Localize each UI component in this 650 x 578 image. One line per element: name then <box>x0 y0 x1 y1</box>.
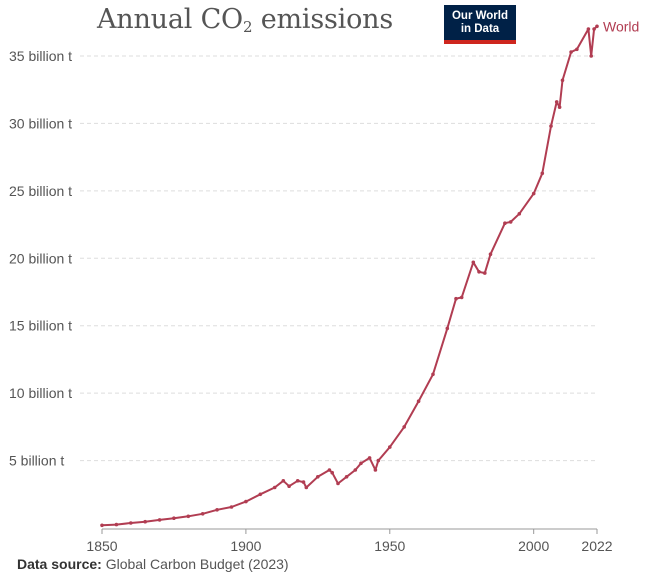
data-source-label: Data source: <box>17 556 102 572</box>
data-point <box>100 523 104 528</box>
data-point <box>143 519 147 524</box>
data-point <box>330 470 335 475</box>
x-tick-label: 1900 <box>230 538 261 554</box>
data-point <box>200 512 205 516</box>
y-tick-label: 35 billion t <box>9 48 72 64</box>
data-point <box>157 518 162 522</box>
data-point <box>229 505 234 509</box>
x-tick-label: 2000 <box>518 538 549 554</box>
data-point <box>517 212 522 216</box>
owid-logo-line1: Our World <box>451 9 508 22</box>
chart-title: Annual CO2 emissions <box>97 4 393 36</box>
data-point <box>295 479 300 483</box>
data-point <box>459 295 464 300</box>
data-point <box>488 252 493 256</box>
data-point <box>353 468 358 472</box>
data-point <box>129 521 133 525</box>
data-source: Data source: Global Carbon Budget (2023) <box>17 556 289 572</box>
chart-title-subscript: 2 <box>242 18 253 36</box>
data-point <box>272 485 277 490</box>
owid-logo[interactable]: Our World in Data <box>444 5 516 44</box>
y-tick-label: 15 billion t <box>9 318 72 334</box>
data-point <box>287 484 291 489</box>
y-tick-label: 25 billion t <box>9 183 72 199</box>
data-point <box>589 54 593 58</box>
data-point <box>373 468 378 472</box>
x-tick-label: 2022 <box>581 538 612 554</box>
y-tick-label: 10 billion t <box>9 385 72 401</box>
data-point <box>402 425 407 429</box>
data-point <box>114 522 119 527</box>
data-point <box>316 475 320 479</box>
data-point <box>258 492 263 497</box>
data-point <box>586 27 591 31</box>
data-point <box>540 171 545 176</box>
data-point <box>592 27 596 31</box>
x-tick-label: 1850 <box>86 538 117 554</box>
data-point <box>416 399 421 404</box>
data-point <box>327 468 332 472</box>
data-point <box>304 485 309 490</box>
data-point <box>281 479 286 483</box>
data-point <box>215 508 219 512</box>
chart-title-suffix: emissions <box>252 4 393 35</box>
data-point <box>186 514 191 519</box>
data-point <box>431 372 435 377</box>
data-point <box>549 124 553 128</box>
data-point <box>471 260 476 265</box>
data-point <box>344 475 349 479</box>
data-point <box>560 78 565 83</box>
data-point <box>503 221 507 225</box>
data-point <box>388 445 392 449</box>
data-point <box>244 499 248 504</box>
chart-title-prefix: Annual CO <box>97 4 243 35</box>
data-point <box>301 480 306 484</box>
y-tick-label: 30 billion t <box>9 115 72 131</box>
data-point <box>531 191 536 196</box>
data-point <box>575 47 579 52</box>
data-point <box>445 326 450 331</box>
series-line <box>101 25 598 527</box>
data-point <box>508 220 513 224</box>
y-tick-label: 20 billion t <box>9 250 72 266</box>
data-point <box>336 481 340 486</box>
x-tick-label: 1950 <box>374 538 405 554</box>
data-point <box>454 296 458 301</box>
data-point <box>477 270 481 274</box>
data-point <box>595 24 599 29</box>
data-point <box>554 100 559 104</box>
data-point <box>557 105 562 109</box>
data-point <box>483 271 487 275</box>
data-point <box>359 461 363 466</box>
series-label: World <box>603 18 639 34</box>
owid-logo-line2: in Data <box>460 22 500 35</box>
y-tick-label: 5 billion t <box>9 453 64 469</box>
data-point <box>367 456 372 460</box>
data-source-text: Global Carbon Budget (2023) <box>105 556 289 572</box>
data-point <box>376 458 381 463</box>
data-point <box>172 516 176 520</box>
data-point <box>569 50 573 54</box>
